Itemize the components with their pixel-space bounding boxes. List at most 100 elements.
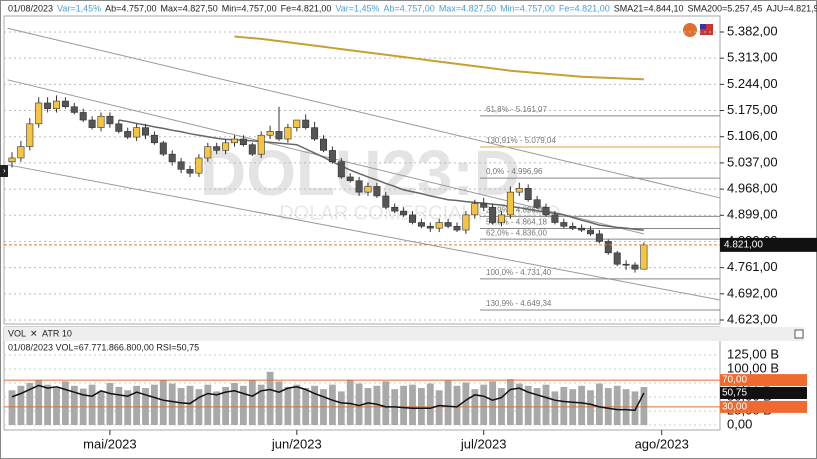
volume-bar xyxy=(284,386,292,425)
header-field: Var=1,45% xyxy=(57,3,101,13)
volume-bar xyxy=(382,381,390,425)
candle-body xyxy=(70,106,78,113)
tab[interactable]: ATR 10 xyxy=(42,328,72,338)
y-tick-label: 4.761,00 xyxy=(727,259,778,274)
candle-body xyxy=(328,150,336,163)
sma21-line xyxy=(118,119,644,231)
flag-canton xyxy=(700,24,706,29)
maximize[interactable] xyxy=(794,329,804,339)
volume-bar xyxy=(26,383,34,425)
candle-body xyxy=(391,207,399,212)
tab[interactable]: VOL xyxy=(8,328,26,338)
fib-label: 130,91% - 5.079,04 xyxy=(486,136,556,145)
candle-body xyxy=(373,186,381,197)
volume-bar xyxy=(515,383,523,425)
candle-body xyxy=(204,146,212,159)
candle-body xyxy=(515,188,523,193)
candle-body xyxy=(133,127,141,138)
volume-bar xyxy=(231,383,238,425)
candle-body xyxy=(177,161,185,170)
volume-bar xyxy=(124,390,132,425)
volume-bar xyxy=(444,380,452,425)
volume-bar xyxy=(542,384,550,425)
candle-body xyxy=(302,119,310,128)
volume-bar xyxy=(524,385,532,425)
candle-body xyxy=(444,222,452,227)
candle-body xyxy=(239,138,247,145)
s-icon[interactable] xyxy=(683,23,697,37)
candle-body xyxy=(400,210,408,216)
tab-bar xyxy=(4,327,804,341)
volume-bar xyxy=(507,379,514,425)
volume-bar xyxy=(35,380,43,425)
candle-body xyxy=(195,157,203,174)
candle-body xyxy=(124,131,132,138)
volume-bar xyxy=(596,383,603,425)
volume-bar xyxy=(631,391,639,425)
volume-bar xyxy=(44,384,51,425)
watermark: DOLU23:D xyxy=(200,137,520,209)
rsi-level-label: 70,00 xyxy=(722,375,747,386)
y-tick-label: 5.106,00 xyxy=(727,128,778,143)
header-field: Min=4.757,00 xyxy=(500,3,555,13)
candle-body xyxy=(533,199,541,208)
y-tick-label: 4.623,00 xyxy=(727,311,778,326)
vol-tick-label: 125,00 B xyxy=(727,346,779,361)
sma200-line xyxy=(234,35,644,81)
candle-body xyxy=(106,115,114,125)
candle-body xyxy=(631,264,639,270)
candle-body xyxy=(284,127,292,140)
channel-line xyxy=(7,79,645,235)
expand[interactable] xyxy=(0,165,8,177)
y-tick-label: 4.899,00 xyxy=(727,207,778,222)
fib-label: 0,0% - 4.996,96 xyxy=(486,167,543,176)
candle-body xyxy=(311,127,319,140)
volume-bar xyxy=(355,383,363,425)
candle-body xyxy=(382,195,390,208)
volume-bar xyxy=(587,390,594,425)
lower-header: 01/08/2023 VOL=67.771.866.800,00 RSI=50,… xyxy=(8,342,199,352)
channel-line xyxy=(7,27,720,199)
volume-bar xyxy=(248,380,256,425)
volume-bar xyxy=(275,381,283,425)
volume-bar xyxy=(462,382,470,425)
volume-bar xyxy=(133,385,140,425)
candle-body xyxy=(8,157,16,163)
candle-body xyxy=(497,214,505,223)
vol-tick-label: 100,00 B xyxy=(727,360,779,375)
candle-body xyxy=(489,207,497,223)
volume-bar xyxy=(480,384,488,425)
x-tick-label: jun/2023 xyxy=(271,436,322,451)
candle-body xyxy=(213,146,221,151)
volume-bar xyxy=(168,383,176,425)
volume-bar xyxy=(311,385,318,425)
volume-bar xyxy=(560,386,568,425)
volume-bar xyxy=(186,385,194,425)
tab-close[interactable]: ✕ xyxy=(30,328,38,338)
rsi-line xyxy=(11,384,645,412)
candle-body xyxy=(231,138,239,144)
volume-bar xyxy=(613,385,621,425)
volume-bar xyxy=(240,385,247,425)
fib-label: 62,0% - 4.836,00 xyxy=(486,228,547,237)
candle-body xyxy=(364,186,372,193)
candle-body xyxy=(586,229,594,235)
header-field: Max=4.827,50 xyxy=(160,3,217,13)
volume-bar xyxy=(400,385,407,425)
volume-bar xyxy=(213,391,221,425)
candle-body xyxy=(88,119,96,128)
volume-bar xyxy=(578,385,585,425)
volume-bar xyxy=(115,386,123,425)
header-field: Ab=4.757,00 xyxy=(384,3,435,13)
volume-bar xyxy=(106,383,114,425)
header-field: SMA200=5.257,45 xyxy=(688,3,763,13)
candle-body xyxy=(462,214,470,231)
volume-bar xyxy=(346,380,354,425)
candle-body xyxy=(453,225,461,231)
volume-bar xyxy=(151,384,158,425)
candle-body xyxy=(417,222,425,227)
candle-body xyxy=(44,102,52,109)
volume-bar xyxy=(222,386,229,425)
candle-body xyxy=(222,142,230,151)
